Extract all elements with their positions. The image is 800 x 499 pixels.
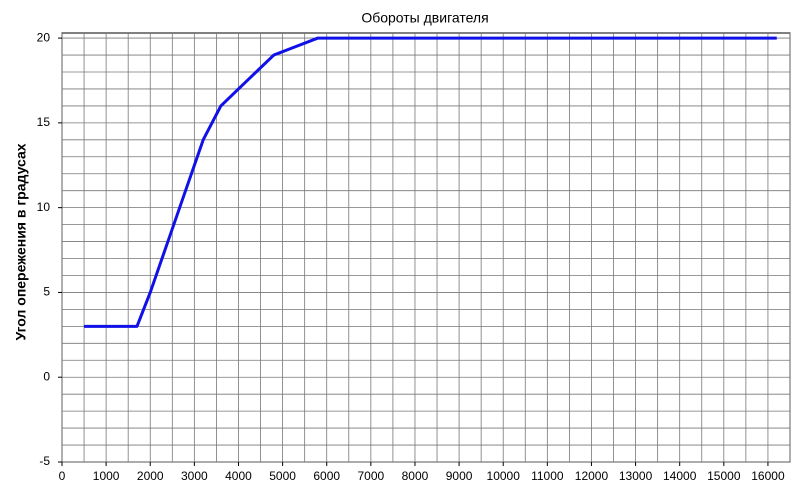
x-tick-label: 15000 [707, 469, 741, 483]
x-tick-label: 3000 [181, 469, 208, 483]
x-tick-label: 7000 [357, 469, 384, 483]
data-line [84, 36, 777, 328]
x-tick-label: 10000 [487, 469, 521, 483]
y-tick-label: 20 [37, 30, 51, 44]
x-tick-label: 16000 [751, 469, 785, 483]
chart-title: Обороты двигателя [361, 10, 488, 26]
y-tick-label: 15 [37, 115, 51, 129]
y-tick-label: -5 [39, 454, 50, 468]
y-axis-label: Угол опережения в градусах [13, 143, 29, 340]
x-tick-label: 6000 [313, 469, 340, 483]
x-tick-label: 9000 [446, 469, 473, 483]
x-tick-label: 11000 [531, 469, 564, 483]
x-tick-label: 2000 [137, 469, 164, 483]
y-tick-label: 0 [43, 369, 50, 383]
x-tick-label: 8000 [402, 469, 429, 483]
x-tick-label: 14000 [663, 469, 697, 483]
x-tick-label: 12000 [575, 469, 609, 483]
y-tick-label: 10 [37, 200, 51, 214]
x-tick-label: 1000 [93, 469, 120, 483]
plot-area [61, 32, 791, 463]
x-tick-label: 4000 [225, 469, 252, 483]
x-tick-label: 5000 [269, 469, 296, 483]
x-tick-label: 13000 [619, 469, 653, 483]
x-tick-label: 0 [59, 469, 66, 483]
y-tick-label: 5 [43, 285, 50, 299]
